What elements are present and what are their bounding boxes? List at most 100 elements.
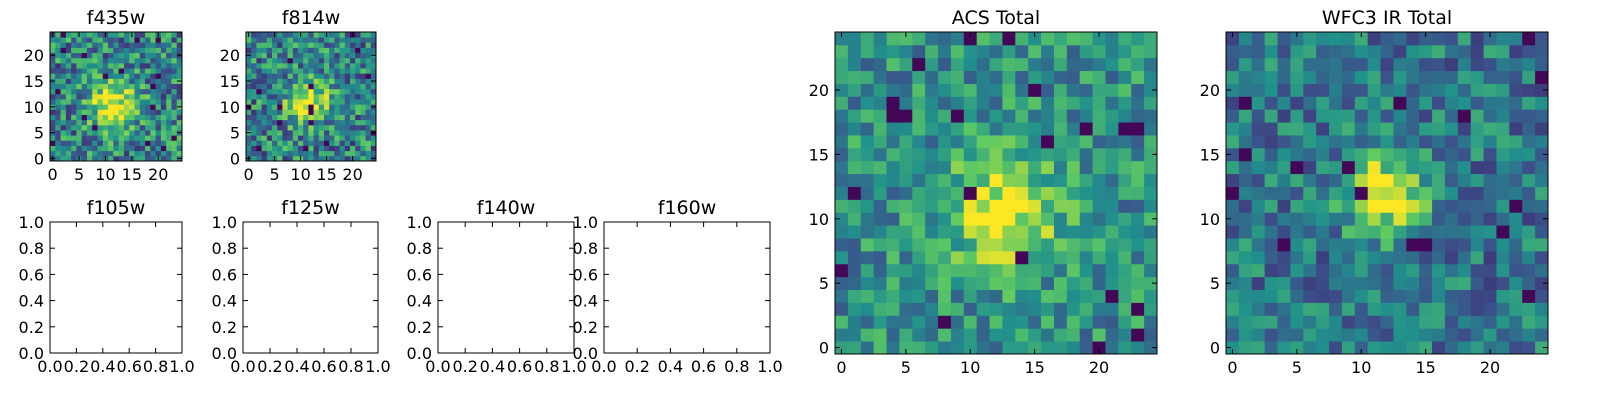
image-pixel	[1341, 44, 1356, 59]
image-pixel	[1367, 328, 1381, 342]
y-tick-label: 0.4	[19, 292, 44, 311]
image-pixel	[282, 150, 288, 157]
image-pixel	[1419, 122, 1433, 136]
image-pixel	[1406, 122, 1420, 136]
image-pixel	[344, 83, 351, 90]
image-pixel	[123, 145, 130, 152]
image-pixel	[1118, 276, 1132, 290]
image-pixel	[1483, 302, 1497, 316]
image-pixel	[134, 88, 141, 95]
image-pixel	[287, 88, 294, 95]
image-pixel	[50, 57, 56, 64]
image-pixel	[60, 52, 67, 59]
image-pixel	[287, 62, 294, 69]
image-pixel	[256, 37, 262, 43]
image-pixel	[1105, 212, 1119, 226]
image-pixel	[329, 119, 335, 126]
image-pixel	[1105, 173, 1119, 187]
image-pixel	[108, 57, 114, 64]
image-pixel	[76, 93, 83, 100]
image-pixel	[318, 150, 325, 157]
image-pixel	[139, 42, 146, 48]
image-pixel	[1419, 44, 1433, 59]
image-pixel	[899, 147, 913, 162]
image-pixel	[318, 68, 325, 74]
image-pixel	[1092, 173, 1106, 187]
image-pixel	[1079, 328, 1093, 342]
image-pixel	[1457, 328, 1472, 342]
image-pixel	[1393, 315, 1407, 329]
image-pixel	[118, 47, 125, 54]
image-pixel	[847, 96, 862, 110]
image-pixel	[1002, 199, 1016, 213]
image-pixel	[1522, 122, 1536, 136]
panel-title: WFC3 IR Total	[1322, 7, 1452, 29]
image-pixel	[1066, 276, 1081, 290]
image-pixel	[308, 150, 314, 157]
image-pixel	[176, 135, 183, 141]
image-pixel	[1015, 328, 1029, 342]
image-pixel	[365, 109, 372, 115]
image-pixel	[873, 122, 887, 136]
y-tick-label: 0.0	[407, 344, 432, 363]
image-pixel	[1251, 289, 1266, 303]
image-pixel	[989, 225, 1003, 239]
image-pixel	[246, 88, 252, 95]
image-pixel	[129, 62, 135, 69]
image-pixel	[282, 68, 288, 74]
image-pixel	[123, 83, 130, 90]
image-pixel	[1406, 83, 1420, 97]
image-pixel	[92, 57, 98, 64]
image-pixel	[318, 47, 325, 54]
image-pixel	[1277, 302, 1291, 316]
image-pixel	[334, 68, 340, 74]
image-pixel	[835, 96, 849, 110]
image-pixel	[1496, 238, 1510, 252]
image-pixel	[912, 70, 926, 84]
image-pixel	[287, 52, 294, 59]
x-tick-label: 0	[1227, 358, 1237, 377]
image-pixel	[938, 57, 952, 72]
image-pixel	[76, 135, 83, 141]
image-pixel	[925, 109, 939, 123]
image-pixel	[246, 68, 252, 74]
image-pixel	[835, 32, 849, 46]
image-pixel	[329, 62, 335, 69]
image-pixel	[65, 83, 72, 90]
image-pixel	[81, 47, 88, 54]
image-pixel	[950, 83, 965, 97]
image-pixel	[303, 119, 309, 126]
image-pixel	[1079, 276, 1093, 290]
image-pixel	[355, 99, 361, 105]
image-pixel	[277, 52, 283, 59]
image-pixel	[899, 302, 913, 316]
image-pixel	[886, 341, 900, 355]
image-pixel	[1251, 199, 1266, 213]
image-pixel	[303, 42, 309, 48]
image-pixel	[1341, 302, 1356, 316]
image-pixel	[1277, 186, 1291, 200]
x-tick-label: 0.2	[624, 357, 649, 376]
image-pixel	[134, 114, 141, 121]
image-pixel	[1432, 135, 1446, 149]
image-pixel	[277, 114, 283, 121]
image-pixel	[102, 73, 109, 79]
image-pixel	[360, 42, 366, 48]
image-pixel	[166, 73, 172, 79]
image-pixel	[355, 32, 361, 38]
image-pixel	[360, 37, 366, 43]
image-pixel	[365, 114, 372, 121]
image-pixel	[344, 140, 351, 146]
image-pixel	[835, 135, 849, 149]
image-pixel	[1432, 302, 1446, 316]
image-pixel	[1354, 57, 1369, 72]
image-pixel	[1496, 70, 1510, 84]
image-pixel	[350, 109, 356, 115]
image-pixel	[334, 93, 340, 100]
image-pixel	[938, 135, 952, 149]
image-pixel	[277, 68, 283, 74]
image-pixel	[65, 52, 72, 59]
image-pixel	[1238, 250, 1253, 265]
image-pixel	[76, 124, 83, 131]
image-pixel	[350, 52, 356, 59]
